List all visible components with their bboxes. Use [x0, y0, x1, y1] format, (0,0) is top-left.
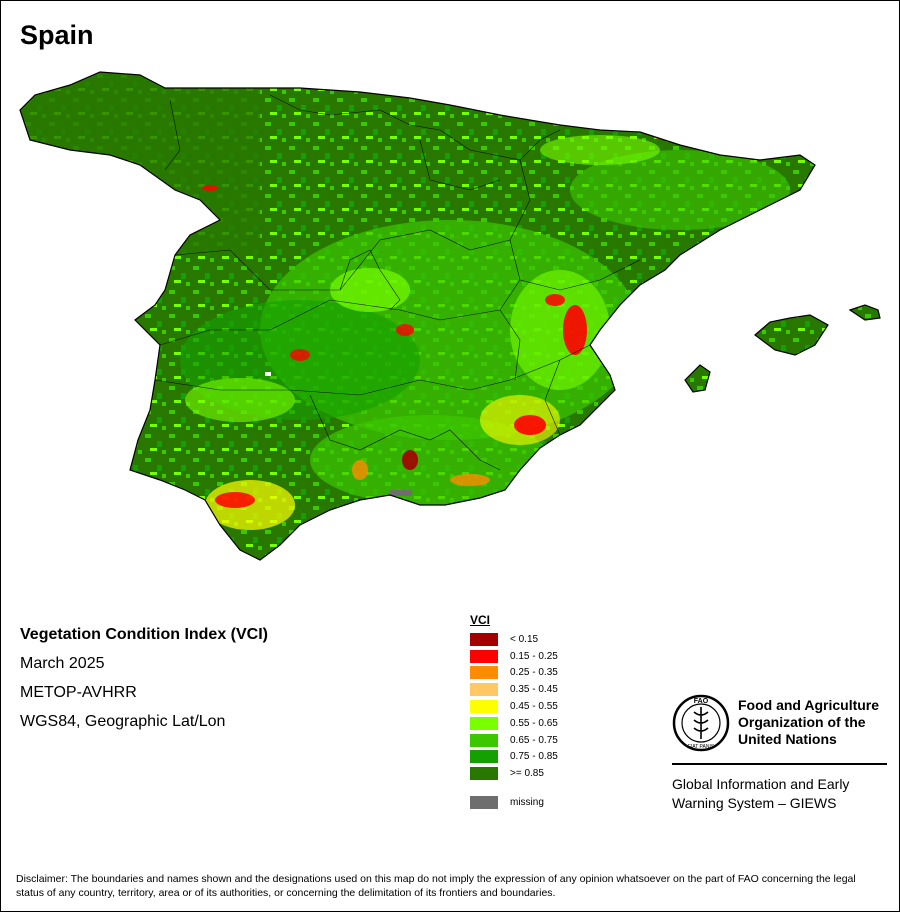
svg-text:FIAT PANIS: FIAT PANIS — [688, 744, 715, 750]
legend-label: 0.55 - 0.65 — [510, 717, 558, 729]
legend-label: 0.65 - 0.75 — [510, 734, 558, 746]
legend-label: 0.75 - 0.85 — [510, 751, 558, 763]
sensor: METOP-AVHRR — [20, 684, 137, 701]
legend-item: < 0.15 — [470, 631, 558, 648]
vci-map — [19, 71, 881, 561]
legend-item: 0.65 - 0.75 — [470, 732, 558, 749]
legend-swatch — [470, 683, 498, 697]
legend-swatch — [470, 666, 498, 680]
legend-label: 0.15 - 0.25 — [510, 650, 558, 662]
legend-swatch — [470, 733, 498, 747]
legend-items: < 0.15 0.15 - 0.25 0.25 - 0.35 0.35 - 0.45 0… — [470, 631, 558, 782]
fao-name-line: United Nations — [738, 731, 837, 747]
legend-swatch — [470, 716, 498, 730]
legend-title: VCI — [470, 613, 491, 627]
giews-line: Global Information and Early — [672, 776, 850, 792]
fao-name-line: Organization of the — [738, 714, 866, 730]
legend-swatch — [470, 649, 498, 663]
svg-text:FAO: FAO — [694, 698, 709, 705]
legend-item: 0.35 - 0.45 — [470, 681, 558, 698]
legend-label: 0.35 - 0.45 — [510, 684, 558, 696]
legend-swatch — [470, 632, 498, 646]
map-info: Vegetation Condition Index (VCI) March 2… — [20, 620, 268, 736]
legend-label: missing — [510, 797, 544, 809]
map-title: Spain — [20, 20, 94, 50]
legend-item-missing: missing — [470, 794, 558, 811]
period: March 2025 — [20, 655, 105, 672]
legend-item: 0.25 - 0.35 — [470, 665, 558, 682]
disclaimer: Disclaimer: The boundaries and names sho… — [16, 873, 856, 899]
legend-label: 0.45 - 0.55 — [510, 701, 558, 713]
legend-swatch — [470, 750, 498, 764]
legend-label: < 0.15 — [510, 633, 539, 645]
legend: VCI < 0.15 0.15 - 0.25 0.25 - 0.35 0.35 - 0… — [470, 613, 558, 811]
legend-label: 0.25 - 0.35 — [510, 667, 558, 679]
legend-label: >= 0.85 — [510, 768, 544, 780]
legend-swatch — [470, 796, 498, 810]
index-name: Vegetation Condition Index (VCI) — [20, 626, 268, 643]
legend-item: 0.55 - 0.65 — [470, 715, 558, 732]
fao-name: Food and Agriculture Organization of the… — [738, 697, 879, 748]
legend-item: 0.75 - 0.85 — [470, 749, 558, 766]
legend-item: 0.15 - 0.25 — [470, 648, 558, 665]
legend-swatch — [470, 767, 498, 781]
legend-item: >= 0.85 — [470, 765, 558, 782]
giews-label: Global Information and Early Warning Sys… — [672, 775, 849, 813]
giews-line: Warning System – GIEWS — [672, 795, 837, 811]
legend-swatch — [470, 700, 498, 714]
divider — [672, 763, 887, 765]
fao-name-line: Food and Agriculture — [738, 697, 880, 713]
projection: WGS84, Geographic Lat/Lon — [20, 713, 226, 730]
legend-item: 0.45 - 0.55 — [470, 698, 558, 715]
fao-logo: FAO FIAT PANIS — [672, 694, 730, 752]
